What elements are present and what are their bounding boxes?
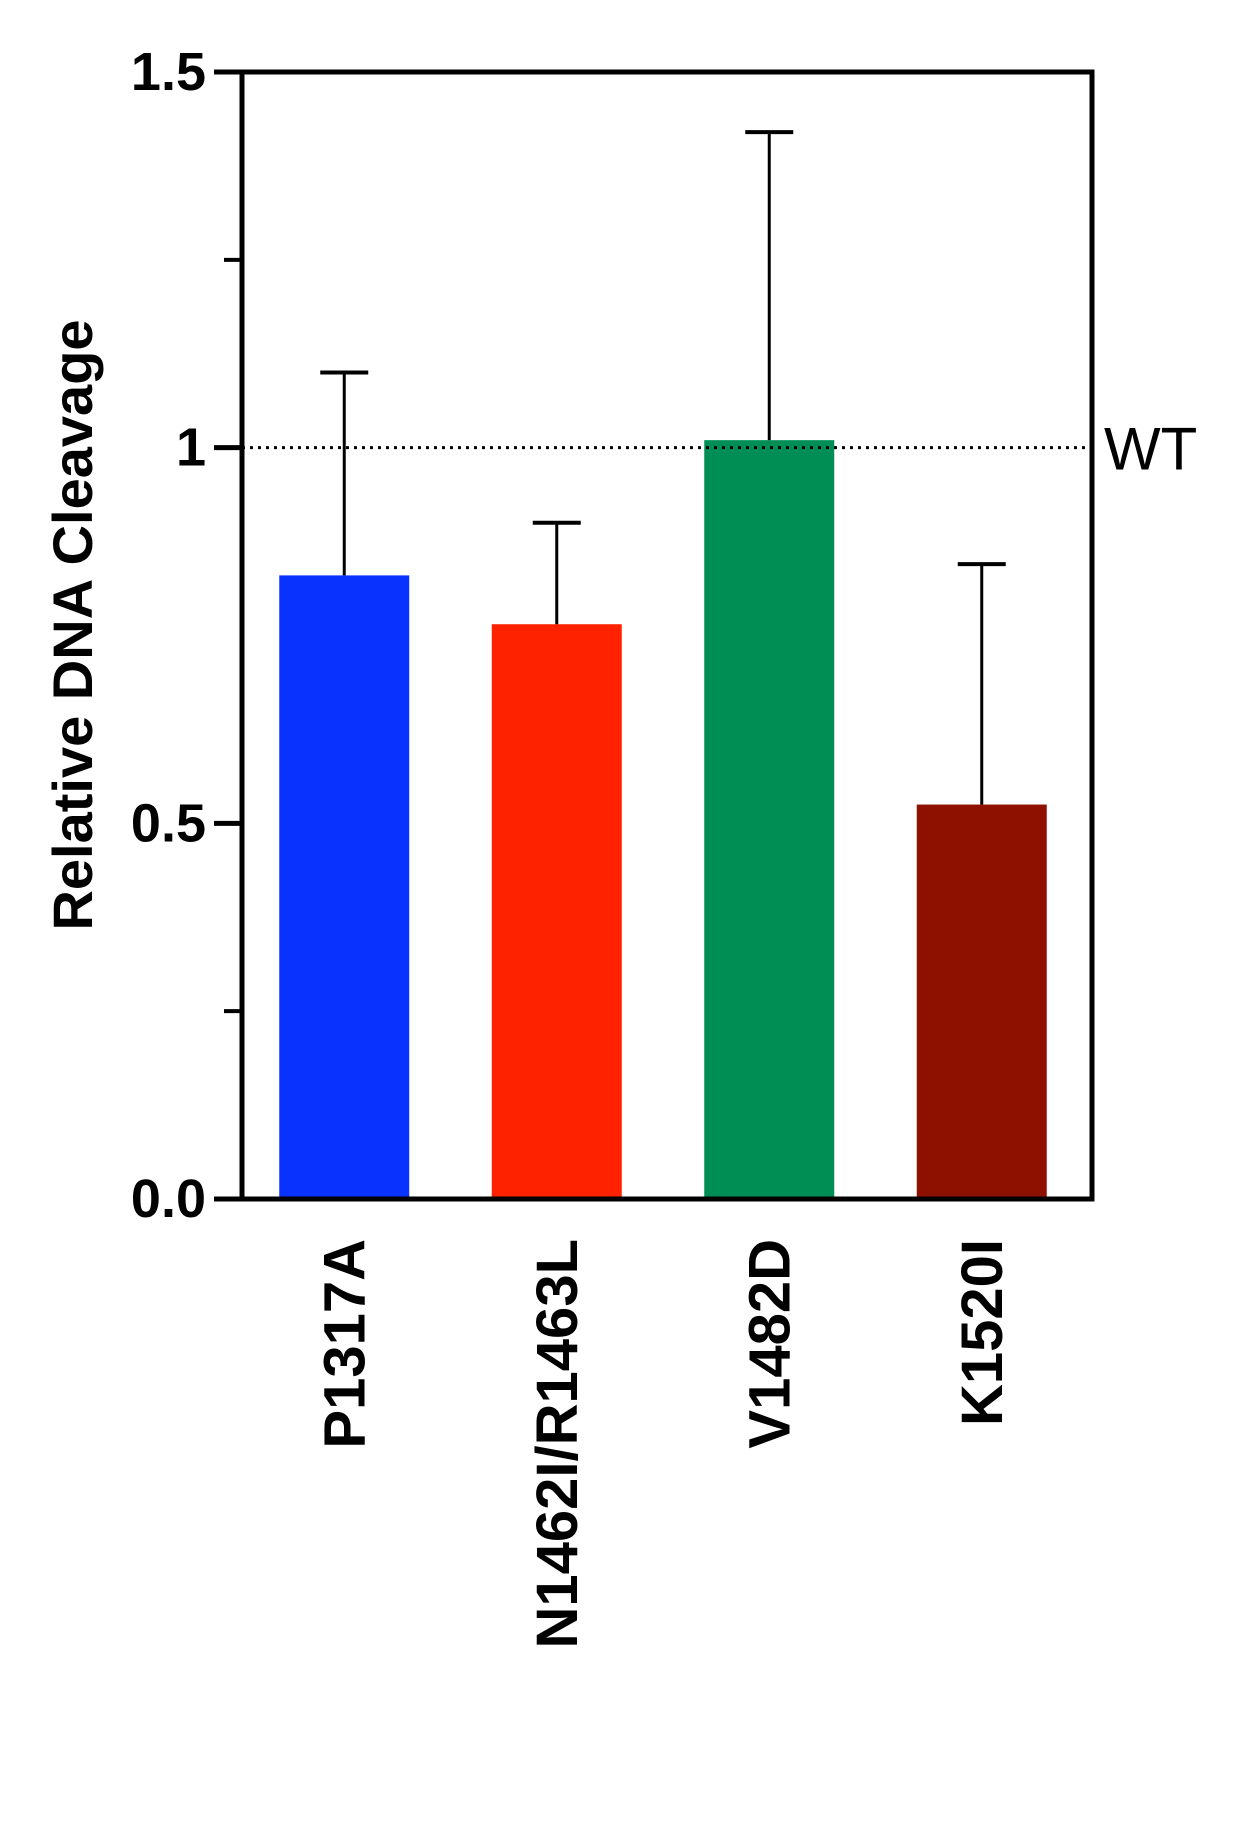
x-tick-label: V1482D xyxy=(737,1239,802,1449)
y-axis-title: Relative DNA Cleavage xyxy=(41,319,104,930)
y-tick-label: 0.5 xyxy=(131,793,206,853)
y-tick-label: 0.0 xyxy=(131,1169,206,1229)
plot-frame xyxy=(239,69,1095,1202)
x-tick-label: N1462I/R1463L xyxy=(525,1239,590,1648)
bar-v1482d xyxy=(704,440,835,1199)
y-tick-label: 1 xyxy=(176,418,206,478)
bar-k1520i xyxy=(916,804,1047,1199)
y-tick-label: 1.5 xyxy=(131,42,206,102)
x-tick-label: K1520I xyxy=(950,1239,1015,1426)
wt-reference-label: WT xyxy=(1104,416,1197,483)
bar-p1317a xyxy=(279,575,410,1199)
bar-n1462i-r1463l xyxy=(491,624,622,1199)
x-tick-label: P1317A xyxy=(312,1239,377,1449)
